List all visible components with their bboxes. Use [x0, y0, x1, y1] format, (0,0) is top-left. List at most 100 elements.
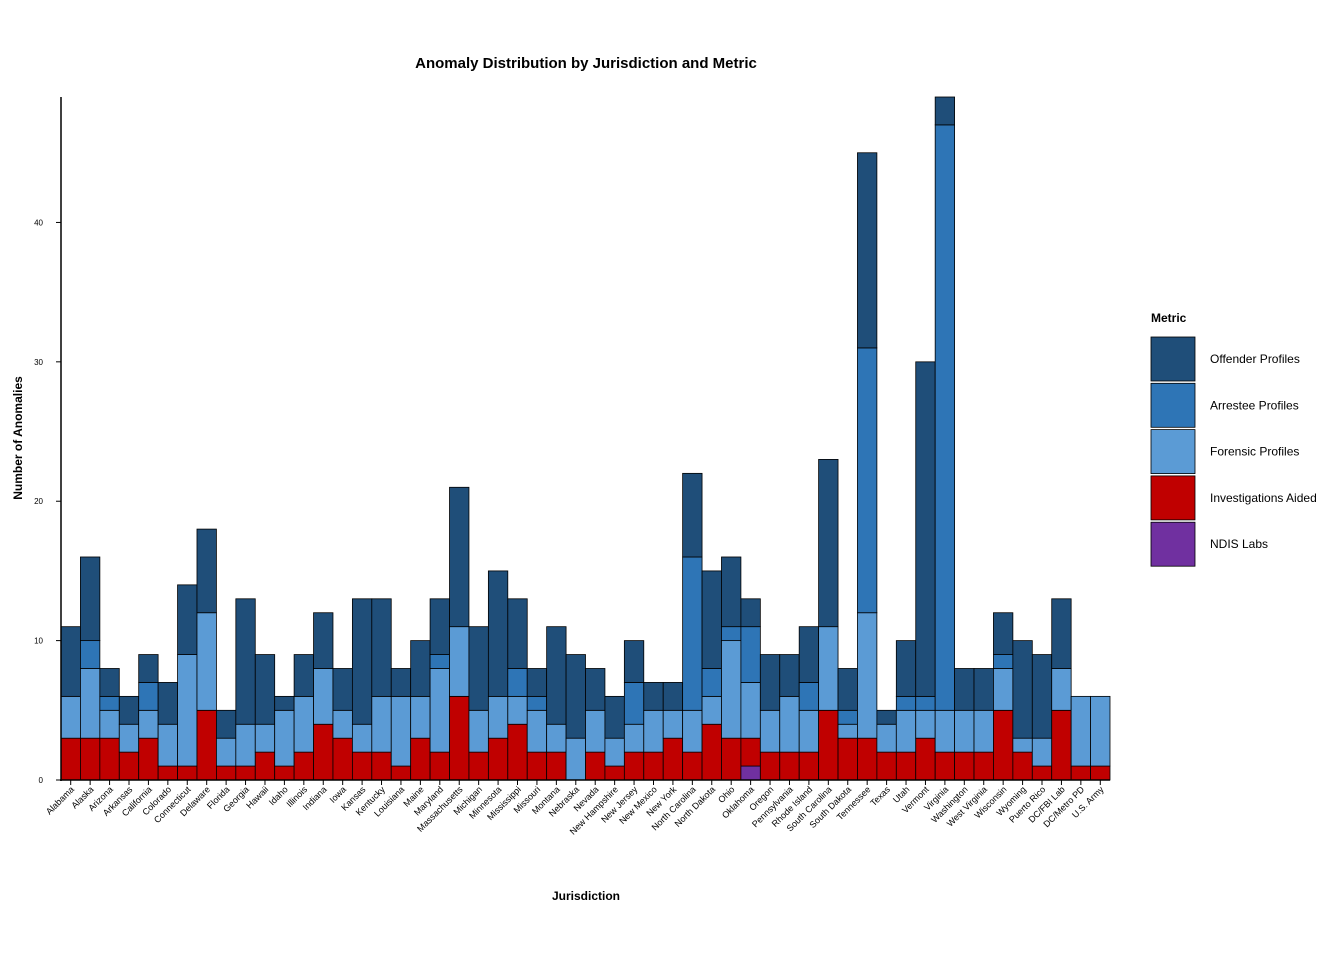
bar-massachusetts-investigations-aided: [449, 695, 470, 781]
bar-ohio-forensic-profiles: [721, 640, 742, 739]
bar-louisiana-forensic-profiles: [390, 695, 412, 767]
bar-montana-forensic-profiles: [546, 723, 567, 753]
bar-new-mexico-investigations-aided: [643, 751, 664, 781]
legend-swatch-investigations-aided: [1150, 475, 1196, 521]
bar-vermont-offender-profiles: [915, 361, 936, 697]
bar-iowa-offender-profiles: [332, 668, 353, 711]
bar-florida-investigations-aided: [216, 765, 237, 781]
bar-maryland-offender-profiles: [429, 598, 450, 655]
legend: Metric Offender Profiles Arrestee Profile…: [1150, 311, 1317, 567]
bar-new-york-offender-profiles: [662, 682, 684, 711]
bar-dc-metro-pd-investigations-aided: [1070, 765, 1091, 781]
legend-title: Metric: [1151, 311, 1187, 325]
bar-utah-arrestee-profiles: [895, 695, 917, 711]
bar-oklahoma-ndis-labs: [740, 765, 761, 781]
bar-missouri-arrestee-profiles: [526, 695, 548, 711]
bar-wyoming-forensic-profiles: [1012, 737, 1033, 753]
bar-new-hampshire-investigations-aided: [604, 765, 625, 781]
legend-label-offender-profiles: Offender Profiles: [1210, 352, 1300, 366]
legend-swatch-arrestee-profiles: [1150, 382, 1196, 428]
bar-rhode-island-forensic-profiles: [798, 709, 820, 753]
bar-virginia-arrestee-profiles: [934, 124, 955, 711]
x-tick-label: Texas: [868, 784, 892, 808]
bar-maryland-arrestee-profiles: [429, 654, 450, 669]
bar-dc-fbi-lab-offender-profiles: [1051, 598, 1072, 669]
bar-new-hampshire-forensic-profiles: [604, 737, 625, 767]
bar-ohio-offender-profiles: [721, 556, 742, 628]
bar-washington-forensic-profiles: [954, 709, 975, 753]
bar-kansas-forensic-profiles: [351, 723, 373, 753]
bar-nebraska-forensic-profiles: [565, 737, 586, 781]
bar-hawaii-forensic-profiles: [254, 723, 276, 753]
bar-new-mexico-offender-profiles: [643, 682, 664, 711]
y-tick-label: 40: [34, 218, 43, 227]
bar-maryland-investigations-aided: [429, 751, 450, 781]
bar-michigan-offender-profiles: [468, 626, 489, 711]
bar-oklahoma-investigations-aided: [740, 737, 761, 767]
bar-arizona-forensic-profiles: [99, 709, 120, 739]
y-tick-label: 10: [34, 637, 43, 646]
bar-north-carolina-offender-profiles: [682, 472, 703, 558]
bar-kansas-investigations-aided: [351, 751, 373, 781]
bar-arizona-arrestee-profiles: [99, 695, 120, 711]
bar-new-jersey-forensic-profiles: [623, 723, 645, 753]
y-tick-label: 0: [39, 776, 44, 785]
bar-louisiana-offender-profiles: [390, 668, 412, 697]
bar-massachusetts-offender-profiles: [449, 486, 470, 628]
bar-west-virginia-forensic-profiles: [973, 709, 994, 753]
bar-idaho-investigations-aided: [274, 765, 295, 781]
bar-nevada-offender-profiles: [585, 668, 606, 711]
bar-iowa-investigations-aided: [332, 737, 353, 781]
bar-wyoming-offender-profiles: [1012, 640, 1033, 739]
bar-tennessee-forensic-profiles: [857, 612, 878, 739]
legend-label-investigations-aided: Investigations Aided: [1210, 491, 1317, 505]
bar-south-dakota-offender-profiles: [837, 668, 858, 711]
bar-new-mexico-forensic-profiles: [643, 709, 664, 753]
bar-mississippi-investigations-aided: [507, 723, 528, 781]
bar-louisiana-investigations-aided: [390, 765, 412, 781]
bar-maine-investigations-aided: [410, 737, 431, 781]
bar-michigan-forensic-profiles: [468, 709, 489, 753]
bar-utah-offender-profiles: [895, 640, 917, 697]
bar-north-dakota-forensic-profiles: [701, 695, 722, 725]
bar-arkansas-offender-profiles: [118, 695, 140, 725]
bar-tennessee-offender-profiles: [857, 152, 878, 349]
bar-connecticut-investigations-aided: [177, 765, 198, 781]
bar-virginia-offender-profiles: [934, 96, 955, 126]
bar-west-virginia-investigations-aided: [973, 751, 994, 781]
bar-mississippi-offender-profiles: [507, 598, 528, 669]
bar-indiana-offender-profiles: [313, 612, 334, 669]
bar-south-dakota-investigations-aided: [837, 737, 858, 781]
bar-west-virginia-offender-profiles: [973, 668, 994, 711]
bar-kansas-offender-profiles: [351, 598, 373, 725]
bar-georgia-offender-profiles: [235, 598, 256, 725]
bar-hawaii-investigations-aided: [254, 751, 276, 781]
bar-kentucky-investigations-aided: [371, 751, 392, 781]
bar-pennsylvania-offender-profiles: [779, 654, 800, 697]
bar-maine-forensic-profiles: [410, 695, 431, 739]
bar-oregon-offender-profiles: [759, 654, 781, 711]
legend-swatch-forensic-profiles: [1150, 429, 1196, 475]
bar-minnesota-offender-profiles: [487, 570, 509, 697]
legend-swatch-offender-profiles: [1150, 336, 1196, 382]
bar-new-jersey-arrestee-profiles: [623, 682, 645, 725]
bar-dc-fbi-lab-forensic-profiles: [1051, 668, 1072, 711]
bar-oklahoma-offender-profiles: [740, 598, 761, 628]
bar-south-carolina-investigations-aided: [818, 709, 839, 781]
bar-texas-offender-profiles: [876, 709, 897, 725]
bar-idaho-offender-profiles: [274, 695, 295, 711]
bar-minnesota-investigations-aided: [487, 737, 509, 781]
bar-missouri-investigations-aided: [526, 751, 548, 781]
bar-wisconsin-forensic-profiles: [993, 668, 1014, 711]
bar-georgia-forensic-profiles: [235, 723, 256, 767]
y-axis: 0 10 20 30 40: [34, 97, 62, 785]
bar-utah-forensic-profiles: [895, 709, 917, 753]
bar-vermont-arrestee-profiles: [915, 695, 936, 711]
bar-north-dakota-investigations-aided: [701, 723, 722, 781]
bar-rhode-island-offender-profiles: [798, 626, 820, 683]
bar-puerto-rico-offender-profiles: [1031, 654, 1053, 739]
bar-north-carolina-investigations-aided: [682, 751, 703, 781]
bar-dc-metro-pd-forensic-profiles: [1070, 695, 1091, 767]
bar-connecticut-forensic-profiles: [177, 654, 198, 767]
